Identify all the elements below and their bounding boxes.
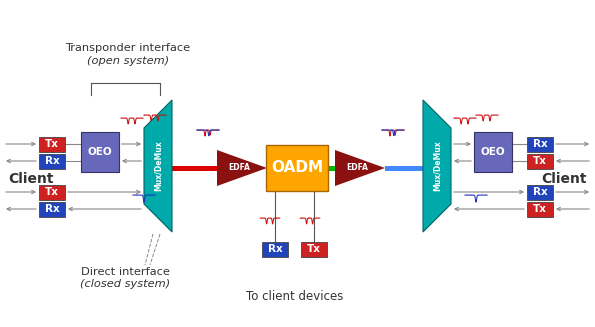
Text: Rx: Rx — [533, 139, 547, 149]
Text: Mux/DeMux: Mux/DeMux — [433, 141, 441, 191]
Bar — [39, 201, 65, 216]
Text: OADM: OADM — [271, 161, 323, 176]
Text: Rx: Rx — [45, 156, 60, 166]
Text: Tx: Tx — [45, 139, 59, 149]
Bar — [262, 242, 288, 256]
Bar — [527, 201, 553, 216]
Text: EDFA: EDFA — [346, 164, 368, 173]
Polygon shape — [217, 150, 267, 186]
Text: EDFA: EDFA — [228, 164, 250, 173]
Polygon shape — [335, 150, 385, 186]
Bar — [266, 165, 267, 170]
Polygon shape — [423, 100, 451, 232]
Bar — [527, 184, 553, 199]
Text: Tx: Tx — [533, 156, 547, 166]
Bar — [39, 184, 65, 199]
Text: Client: Client — [8, 172, 54, 186]
Text: (closed system): (closed system) — [80, 279, 170, 289]
Text: Tx: Tx — [45, 187, 59, 197]
Bar — [39, 153, 65, 168]
Text: OEO: OEO — [87, 147, 112, 157]
Bar — [301, 242, 327, 256]
Text: Rx: Rx — [268, 244, 283, 254]
Bar — [385, 165, 423, 170]
Text: OEO: OEO — [481, 147, 505, 157]
Text: (open system): (open system) — [87, 56, 169, 66]
Bar — [39, 136, 65, 151]
Bar — [266, 145, 328, 191]
Text: Tx: Tx — [307, 244, 321, 254]
Text: Client: Client — [541, 172, 587, 186]
Text: To client devices: To client devices — [246, 289, 344, 302]
Text: Rx: Rx — [45, 204, 60, 214]
Text: Direct interface: Direct interface — [80, 267, 170, 277]
Bar — [172, 165, 217, 170]
Bar — [81, 132, 119, 172]
Polygon shape — [144, 100, 172, 232]
Bar — [474, 132, 512, 172]
Text: Tx: Tx — [533, 204, 547, 214]
Text: Rx: Rx — [533, 187, 547, 197]
Bar — [527, 136, 553, 151]
Bar — [328, 165, 335, 170]
Text: Transponder interface: Transponder interface — [65, 43, 190, 53]
Text: Mux/DeMux: Mux/DeMux — [154, 141, 162, 191]
Bar — [527, 153, 553, 168]
